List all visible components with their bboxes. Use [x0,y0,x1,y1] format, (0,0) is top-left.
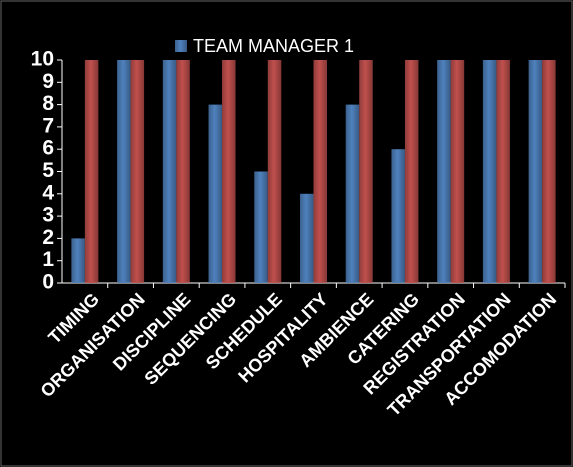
bar [176,60,190,283]
y-tick-label: 0 [42,271,54,294]
bar [117,60,131,283]
y-tick-label: 1 [42,248,54,271]
y-tick-label: 3 [42,204,54,227]
y-tick-label: 10 [31,48,54,71]
y-tick-label: 2 [42,226,54,249]
bar [300,193,314,283]
bar [496,60,510,283]
bar [84,60,99,283]
bar [542,60,556,283]
legend-label: TEAM MANAGER 1 [193,36,354,56]
y-tick-label: 7 [42,114,54,137]
bar [528,60,543,283]
y-tick-label: 6 [42,137,54,160]
bar [254,171,268,283]
bar [450,60,465,283]
legend-swatch [175,40,187,52]
bar [345,104,360,283]
y-tick-label: 9 [42,70,54,93]
bar [404,60,419,283]
bar [267,60,282,283]
y-tick-label: 8 [42,92,54,115]
bar [313,60,327,283]
bar [222,60,236,283]
bar [162,60,177,283]
y-tick-label: 5 [42,159,54,182]
bar [482,60,497,283]
y-tick-label: 4 [42,181,54,204]
bar [359,60,373,283]
bar [208,104,223,283]
bar [437,60,451,283]
bar [71,238,85,283]
bar [391,149,405,283]
bar [130,60,145,283]
